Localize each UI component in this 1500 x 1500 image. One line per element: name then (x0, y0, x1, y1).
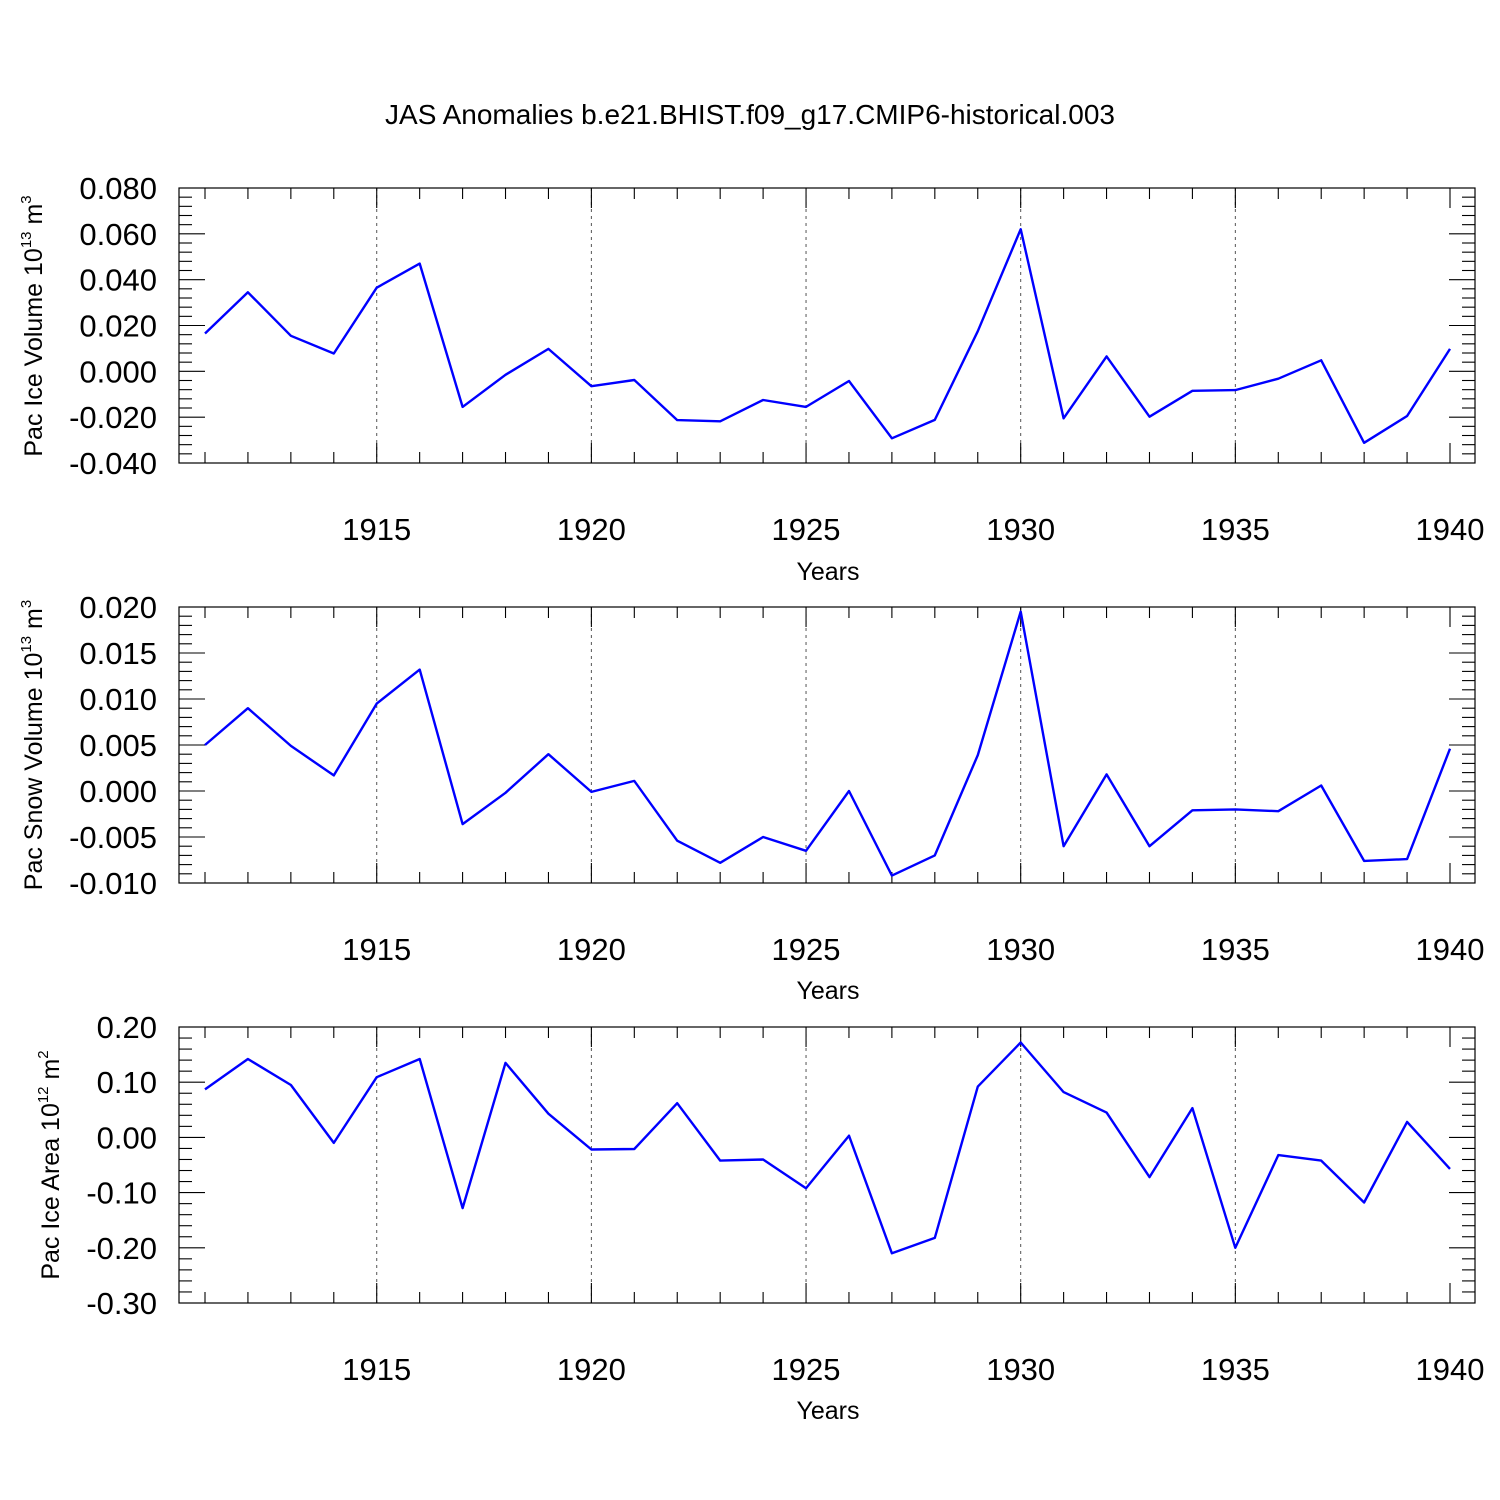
x-tick-labels: 1915 1920 1925 1930 1935 1940 (342, 932, 1484, 967)
y-tick-label: 0.080 (79, 171, 157, 206)
panel-snow-volume: -0.010 -0.005 0.000 0.005 0.010 0.015 0.020 19… (18, 590, 1484, 1005)
figure-title: JAS Anomalies b.e21.BHIST.f09_g17.CMIP6-… (385, 99, 1115, 130)
grid-lines (376, 188, 1236, 463)
x-tick-label: 1935 (1201, 1352, 1270, 1387)
axis-ticks (179, 606, 1475, 884)
y-tick-label: 0.005 (79, 728, 157, 763)
panel-ice-volume: -0.040 -0.020 0.000 0.020 0.040 0.060 0.080 19… (18, 171, 1484, 586)
x-axis-label: Years (796, 1397, 859, 1425)
y-tick-label: 0.00 (97, 1120, 157, 1155)
x-tick-label: 1940 (1416, 512, 1485, 547)
y-tick-label: 0.010 (79, 682, 157, 717)
grid-lines (376, 607, 1236, 883)
x-tick-label: 1940 (1416, 1352, 1485, 1387)
x-tick-label: 1915 (342, 512, 411, 547)
ice-volume-series-line (204, 227, 1452, 444)
y-axis-label: Pac Snow Volume 1013 m3 (18, 600, 48, 890)
y-tick-label: -0.20 (86, 1231, 157, 1266)
x-tick-label: 1920 (557, 932, 626, 967)
y-tick-label: 0.060 (79, 217, 157, 252)
y-tick-label: 0.020 (79, 309, 157, 344)
x-tick-label: 1925 (772, 932, 841, 967)
x-tick-label: 1915 (342, 932, 411, 967)
x-tick-label: 1925 (772, 512, 841, 547)
x-tick-label: 1915 (342, 1352, 411, 1387)
y-tick-label: 0.000 (79, 774, 157, 809)
y-tick-labels: -0.30 -0.20 -0.10 0.00 0.10 0.20 (86, 1010, 157, 1321)
plot-frame (178, 187, 1476, 464)
ice-area-series-line (204, 1041, 1451, 1255)
x-tick-label: 1930 (986, 1352, 1055, 1387)
y-tick-label: -0.020 (69, 400, 157, 435)
y-tick-label: 0.000 (79, 354, 157, 389)
y-tick-labels: -0.010 -0.005 0.000 0.005 0.010 0.015 0.020 (69, 590, 157, 901)
x-tick-label: 1935 (1201, 512, 1270, 547)
axis-ticks (179, 187, 1475, 464)
x-tick-labels: 1915 1920 1925 1930 1935 1940 (342, 512, 1484, 547)
x-tick-label: 1930 (986, 932, 1055, 967)
y-axis-label: Pac Ice Area 1012 m2 (35, 1050, 65, 1279)
x-tick-label: 1920 (557, 1352, 626, 1387)
y-tick-label: 0.040 (79, 263, 157, 298)
y-tick-label: -0.010 (69, 866, 157, 901)
axis-ticks (179, 1026, 1475, 1304)
panel-ice-area: -0.30 -0.20 -0.10 0.00 0.10 0.20 1915 1920 1925… (35, 1010, 1484, 1425)
y-tick-label: 0.10 (97, 1065, 157, 1100)
y-tick-label: -0.040 (69, 446, 157, 481)
y-tick-label: -0.005 (69, 820, 157, 855)
y-tick-label: 0.20 (97, 1010, 157, 1045)
x-tick-label: 1930 (986, 512, 1055, 547)
y-tick-label: -0.30 (86, 1286, 157, 1321)
y-axis-label: Pac Ice Volume 1013 m3 (18, 195, 48, 456)
x-tick-label: 1920 (557, 512, 626, 547)
x-tick-label: 1935 (1201, 932, 1270, 967)
snow-volume-series-line (204, 610, 1452, 877)
y-tick-label: -0.10 (86, 1176, 157, 1211)
grid-lines (376, 1027, 1236, 1303)
y-tick-label: 0.015 (79, 636, 157, 671)
y-tick-labels: -0.040 -0.020 0.000 0.020 0.040 0.060 0.080 (69, 171, 157, 481)
plot-frame (178, 606, 1476, 884)
y-tick-label: 0.020 (79, 590, 157, 625)
x-tick-labels: 1915 1920 1925 1930 1935 1940 (342, 1352, 1484, 1387)
x-tick-label: 1940 (1416, 932, 1485, 967)
x-axis-label: Years (796, 558, 859, 586)
x-tick-label: 1925 (772, 1352, 841, 1387)
x-axis-label: Years (796, 977, 859, 1005)
plot-frame (178, 1026, 1476, 1304)
